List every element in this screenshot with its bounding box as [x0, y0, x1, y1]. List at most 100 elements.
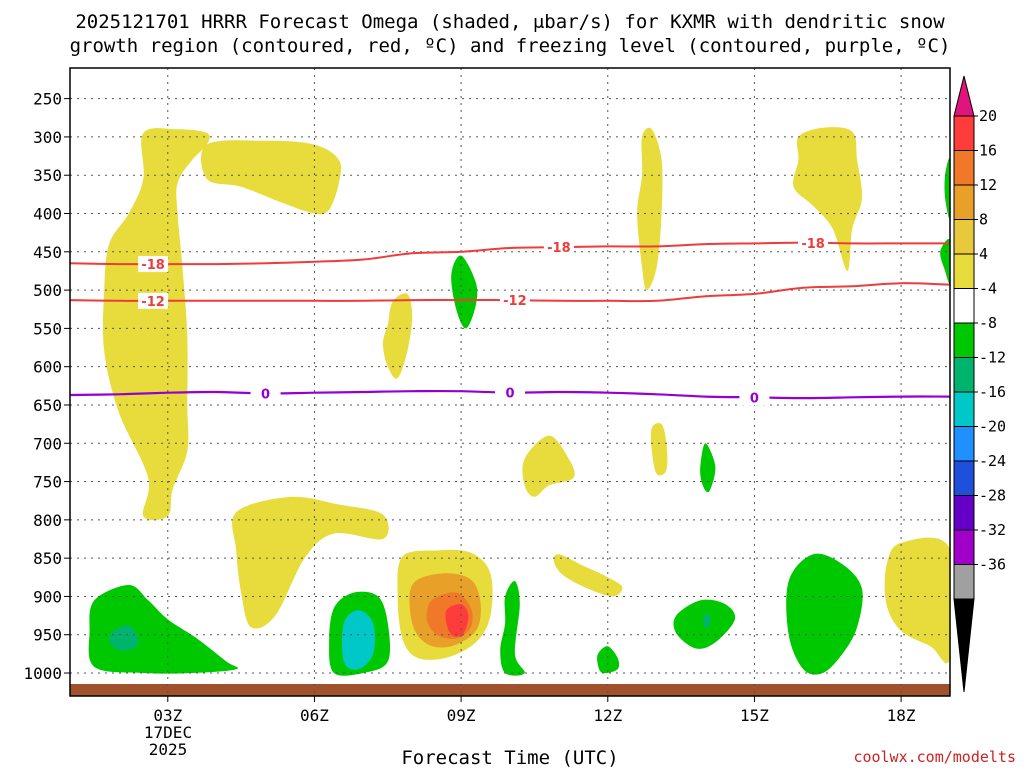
colorbar-label-5: -4 [979, 280, 997, 298]
y-tick-label-1000: 1000 [23, 664, 62, 683]
label-zero-1: 0 [505, 387, 514, 402]
omega-region-14 [88, 585, 239, 674]
colorbar-label-3: 8 [979, 211, 988, 229]
label-minus18-0-bg [138, 256, 169, 273]
label-minus12-1: -12 [503, 294, 527, 309]
y-tick-label-450: 450 [33, 243, 62, 262]
y-tick-label-650: 650 [33, 396, 62, 415]
omega-region-24 [786, 553, 863, 675]
label-minus18-1: -18 [547, 241, 571, 256]
y-tick-label-400: 400 [33, 205, 62, 224]
colorbar-label-13: -36 [979, 556, 1006, 574]
label-zero-0: 0 [261, 387, 270, 402]
colorbar-label-1: 16 [979, 142, 997, 160]
chart-title-line2: growth region (contoured, red, ºC) and f… [70, 35, 951, 57]
omega-region-1 [200, 140, 342, 215]
colorbar-band-2 [953, 184, 975, 220]
credit-text: coolwx.com/modelts [853, 748, 1016, 766]
colorbar-label-2: 12 [979, 176, 997, 194]
omega-region-4 [793, 127, 863, 271]
colorbar-label-7: -12 [979, 349, 1006, 367]
colorbar-band-12 [953, 529, 975, 565]
colorbar-band-0 [953, 115, 975, 151]
colorbar-label-12: -32 [979, 521, 1006, 539]
y-tick-label-300: 300 [33, 128, 62, 147]
y-tick-label-350: 350 [33, 166, 62, 185]
x-tick-label-12Z: 12Z [593, 706, 622, 725]
date-label-day: 17DEC [144, 723, 192, 742]
omega-region-15 [108, 625, 139, 651]
contour-labels: -18 -18 -18 -12 -12 0 0 0 [138, 234, 829, 406]
omega-region-18 [451, 255, 478, 329]
colorbar-band-5 [953, 288, 975, 324]
x-tick-label-03Z: 03Z [153, 706, 182, 725]
y-tick-label-750: 750 [33, 473, 62, 492]
colorbar-label-11: -28 [979, 487, 1006, 505]
omega-region-7 [232, 496, 389, 629]
omega-region-3 [637, 127, 663, 291]
omega-region-20 [597, 646, 620, 674]
omega-shaded-fills [88, 127, 950, 676]
label-minus18-2-bg [798, 234, 829, 251]
omega-region-19 [500, 580, 525, 676]
label-zero-0-bg [250, 385, 281, 402]
colorbar-band-9 [953, 426, 975, 462]
omega-region-13 [445, 603, 469, 637]
x-tick-label-18Z: 18Z [887, 706, 916, 725]
plot-frame [69, 67, 951, 697]
colorbar-band-4 [953, 253, 975, 289]
colorbar-label-8: -16 [979, 383, 1006, 401]
chart-title-line1: 2025121701 HRRR Forecast Omega (shaded, … [75, 11, 945, 33]
omega-region-8 [553, 554, 623, 597]
omega-region-0 [102, 128, 210, 521]
colorbar-band-7 [953, 357, 975, 393]
label-zero-2: 0 [750, 391, 759, 406]
colorbar-band-13 [953, 564, 975, 600]
colorbar-label-4: 4 [979, 245, 988, 263]
ground-surface [70, 684, 950, 696]
colorbar: 20 16 12 8 4 -4 -8 -12 -16 -20 -24 -28 -32 -36 [953, 75, 1006, 693]
colorbar-bottom-arrow [953, 598, 975, 693]
y-tick-label-600: 600 [33, 358, 62, 377]
x-tick-label-09Z: 09Z [447, 706, 476, 725]
label-minus18-2: -18 [801, 237, 825, 252]
label-zero-1-bg [495, 384, 525, 401]
y-tick-label-900: 900 [33, 587, 62, 606]
colorbar-band-8 [953, 391, 975, 427]
colorbar-band-6 [953, 322, 975, 358]
omega-region-25 [944, 158, 950, 219]
label-minus12-0-bg [138, 292, 169, 309]
colorbar-band-11 [953, 495, 975, 531]
y-tick-label-250: 250 [33, 90, 62, 109]
label-minus18-0: -18 [141, 258, 165, 273]
y-tick-label-950: 950 [33, 626, 62, 645]
x-tick-label-15Z: 15Z [740, 706, 769, 725]
label-zero-2-bg [739, 389, 770, 406]
y-tick-label-850: 850 [33, 549, 62, 568]
omega-region-23 [703, 613, 711, 629]
y-tick-label-800: 800 [33, 511, 62, 530]
colorbar-top-arrow [953, 75, 975, 117]
colorbar-band-10 [953, 460, 975, 496]
colorbar-band-1 [953, 150, 975, 186]
x-tick-label-06Z: 06Z [300, 706, 329, 725]
colorbar-label-0: 20 [979, 107, 997, 125]
label-minus12-1-bg [499, 292, 530, 309]
colorbar-band-3 [953, 219, 975, 255]
omega-region-9 [884, 537, 950, 664]
x-axis: 03Z 06Z 09Z 12Z 15Z 18Z [153, 696, 916, 725]
label-minus18-1-bg [543, 239, 574, 256]
colorbar-label-6: -8 [979, 314, 997, 332]
y-tick-label-550: 550 [33, 319, 62, 338]
x-axis-title: Forecast Time (UTC) [401, 747, 618, 768]
omega-region-26 [940, 239, 950, 284]
label-minus12-0: -12 [141, 295, 165, 310]
omega-region-2 [382, 293, 413, 379]
colorbar-label-9: -20 [979, 418, 1006, 436]
y-tick-label-700: 700 [33, 434, 62, 453]
colorbar-label-10: -24 [979, 452, 1006, 470]
omega-region-17 [341, 610, 375, 670]
y-axis: 250 300 350 400 450 500 550 600 650 700 750 800 850 9… [23, 90, 70, 683]
omega-region-21 [700, 443, 716, 493]
